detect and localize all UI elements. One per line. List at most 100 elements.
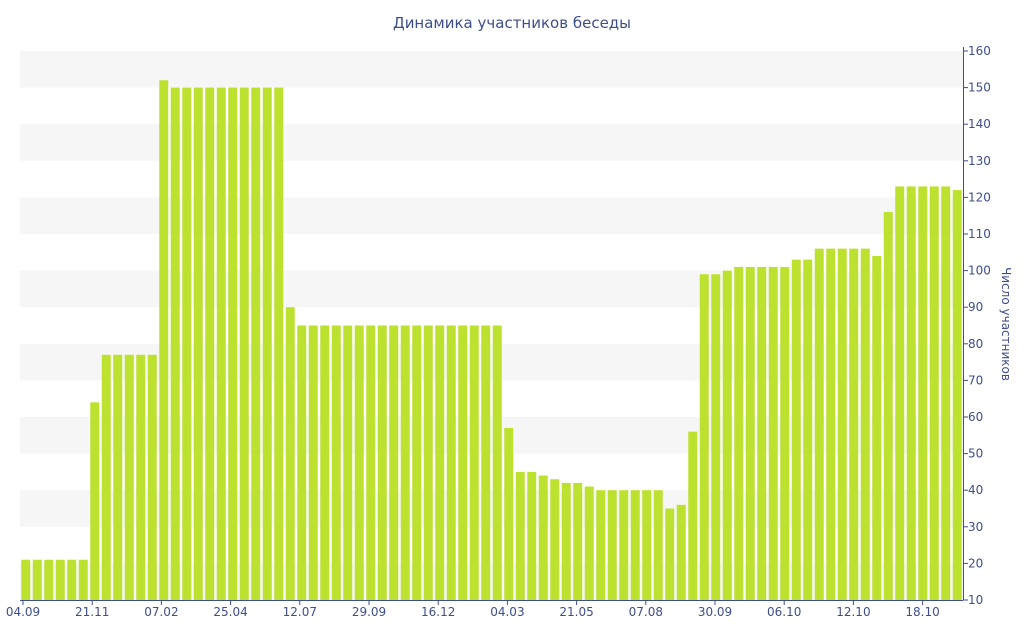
bar — [734, 266, 744, 600]
bar — [504, 427, 514, 600]
bar — [147, 354, 157, 600]
bar — [584, 486, 594, 600]
bar — [711, 274, 721, 600]
bar — [561, 482, 571, 600]
y-tick-label: 70 — [968, 373, 983, 387]
y-tick-label: 160 — [968, 44, 991, 58]
bar — [285, 307, 295, 600]
bar — [607, 490, 617, 600]
bar — [538, 475, 548, 600]
bar — [228, 87, 238, 601]
bar — [665, 508, 675, 600]
bar — [239, 87, 249, 601]
bar — [780, 266, 790, 600]
y-axis-label: Число участников — [999, 267, 1013, 381]
x-tick-label: 21.11 — [75, 605, 109, 619]
bar — [573, 482, 583, 600]
bar — [435, 325, 445, 600]
x-tick-label: 25.04 — [213, 605, 247, 619]
bar — [308, 325, 318, 600]
bar — [320, 325, 330, 600]
bar — [768, 266, 778, 600]
x-tick-label: 12.10 — [836, 605, 870, 619]
bar — [262, 87, 272, 601]
y-tick-label: 140 — [968, 117, 991, 131]
x-tick-label: 04.09 — [6, 605, 40, 619]
bar — [136, 354, 146, 600]
bar — [906, 186, 916, 601]
bar — [653, 490, 663, 600]
bar — [170, 87, 180, 601]
y-tick-label: 130 — [968, 154, 991, 168]
bar — [803, 259, 813, 600]
bar — [527, 471, 537, 600]
y-tick-label: 40 — [968, 483, 983, 497]
grid-band — [20, 51, 963, 88]
x-tick-label: 12.07 — [283, 605, 317, 619]
y-tick-label: 10 — [968, 593, 983, 607]
bar — [757, 266, 767, 600]
bar — [642, 490, 652, 600]
bar — [124, 354, 134, 600]
bar — [791, 259, 801, 600]
x-tick-label: 16.12 — [421, 605, 455, 619]
bar — [113, 354, 123, 600]
bar — [941, 186, 951, 601]
bar — [952, 190, 962, 600]
y-tick-label: 150 — [968, 81, 991, 95]
y-tick-label: 120 — [968, 190, 991, 204]
y-tick-label: 80 — [968, 337, 983, 351]
bar — [205, 87, 215, 601]
y-tick-label: 100 — [968, 264, 991, 278]
axes: 04.09 21.11 07.02 25.04 12.07 29.09 16.12 04.03… — [6, 44, 991, 619]
bar — [90, 402, 100, 600]
bar — [826, 248, 836, 600]
bar — [216, 87, 226, 601]
bar — [297, 325, 307, 600]
bar — [895, 186, 905, 601]
bar — [492, 325, 502, 600]
bar — [78, 559, 88, 600]
bar — [44, 559, 54, 600]
bar — [688, 431, 698, 600]
bar — [676, 504, 686, 600]
bar — [193, 87, 203, 601]
bar — [400, 325, 410, 600]
bar — [872, 255, 882, 600]
bar — [814, 248, 824, 600]
bar — [596, 490, 606, 600]
bar — [377, 325, 387, 600]
bar — [343, 325, 353, 600]
y-tick-label: 60 — [968, 410, 983, 424]
y-tick-label: 50 — [968, 447, 983, 461]
bar — [55, 559, 65, 600]
bar — [67, 559, 77, 600]
x-tick-label: 30.09 — [698, 605, 732, 619]
x-tick-label: 07.08 — [629, 605, 663, 619]
bar — [699, 274, 709, 600]
bar — [354, 325, 364, 600]
bar — [412, 325, 422, 600]
y-tick-label: 90 — [968, 300, 983, 314]
bar — [929, 186, 939, 601]
bar — [883, 212, 893, 601]
bar — [389, 325, 399, 600]
x-tick-label: 29.09 — [352, 605, 386, 619]
bar — [446, 325, 456, 600]
x-tick-label: 06.10 — [767, 605, 801, 619]
bar — [837, 248, 847, 600]
bar — [331, 325, 341, 600]
bar — [619, 490, 629, 600]
x-tick-label: 07.02 — [144, 605, 178, 619]
bar — [159, 80, 169, 600]
bar — [918, 186, 928, 601]
chart-title: Динамика участников беседы — [393, 14, 631, 32]
bar — [849, 248, 859, 600]
bar — [745, 266, 755, 600]
bar — [182, 87, 192, 601]
bar — [458, 325, 468, 600]
bar — [251, 87, 261, 601]
bar — [101, 354, 111, 600]
bar — [722, 270, 732, 600]
